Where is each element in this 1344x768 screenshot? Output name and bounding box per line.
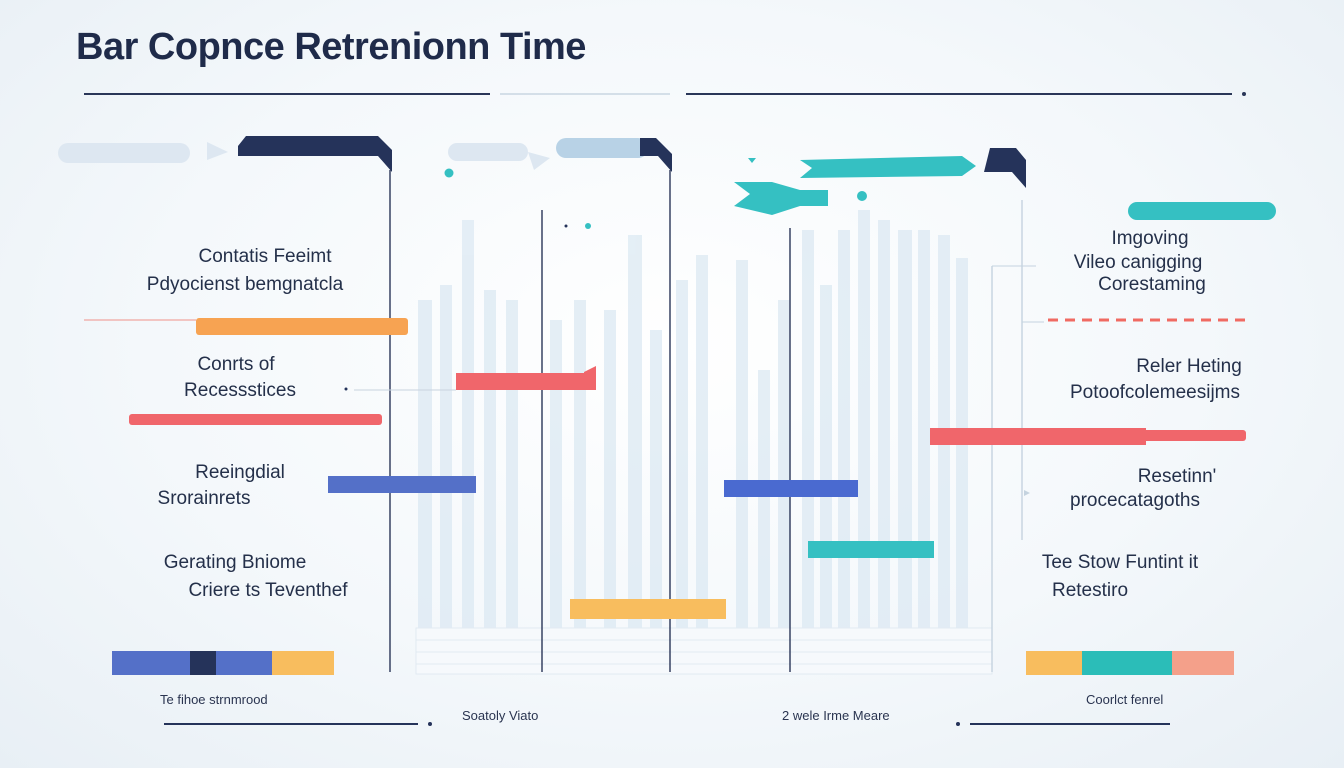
grid-floor: [415, 627, 993, 675]
legend-strip-left: [112, 651, 334, 675]
footer-label-1: Te fihoe strnmrood: [160, 692, 268, 707]
right-label-1c: Corestaming: [1098, 274, 1206, 295]
bar-yellow-1: [570, 599, 726, 619]
chart-title: Bar Copnce Retrenionn Time: [76, 26, 586, 68]
right-label-2b: Potoofcolemeesijms: [1069, 382, 1241, 403]
footer-label-2: Soatoly Viato: [462, 708, 539, 723]
footer-label-4: Coorlct fenrel: [1086, 692, 1164, 707]
right-label-1a: Imgoving: [1111, 228, 1189, 249]
footer-rules: [164, 722, 1170, 726]
right-label-4b: Retestiro: [1051, 580, 1129, 601]
vertical-dividers: [389, 170, 1023, 672]
bar-coral-3: [930, 428, 1146, 445]
bar-blue-1: [328, 476, 476, 493]
left-label-4b: Criere ts Teventhef: [188, 580, 348, 601]
bar-blue-2: [724, 480, 858, 497]
right-label-4a: Tee Stow Funtint it: [1041, 552, 1199, 573]
bar-teal-1: [808, 541, 934, 558]
header-rule: [84, 92, 1246, 96]
left-label-1a: Contatis Feeimt: [198, 246, 332, 267]
footer-label-3: 2 wele Irme Meare: [782, 708, 890, 723]
left-label-2b: Recessstices: [184, 380, 296, 401]
left-label-2a: Conrts of: [197, 354, 275, 375]
top-banners: [58, 136, 1276, 229]
left-label-3a: Reeingdial: [195, 462, 285, 483]
data-bars: [84, 265, 1246, 619]
left-label-4a: Gerating Bniome: [163, 552, 307, 573]
left-label-1b: Pdyocienst bemgnatcla: [146, 274, 344, 295]
legend-strip-right: [1026, 651, 1234, 675]
bar-orange-1: [196, 318, 408, 335]
background-columns: [418, 210, 968, 630]
bar-coral-2: [129, 414, 382, 425]
bar-coral-1: [456, 373, 592, 390]
right-label-3a: Resetinn': [1137, 466, 1217, 487]
right-label-2a: Reler Heting: [1136, 356, 1242, 377]
left-label-3b: Srorainrets: [157, 488, 251, 509]
right-label-3b: procecatagoths: [1070, 490, 1200, 511]
right-label-1b: Vileo canigging: [1073, 252, 1203, 273]
